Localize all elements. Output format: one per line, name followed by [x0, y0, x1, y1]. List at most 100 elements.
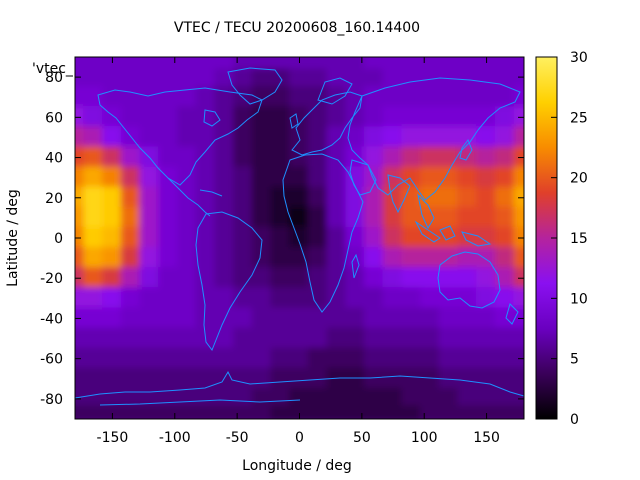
heatmap-cell [401, 186, 423, 209]
heatmap-cell [345, 226, 366, 250]
heatmap-cell [195, 86, 217, 109]
x-axis-ticks: -150 -100 -50 0 50 100 150 [97, 57, 500, 446]
heatmap-cell [289, 166, 310, 189]
heatmap-cell [363, 206, 385, 229]
heatmap-cell [102, 247, 123, 270]
heatmap-cell [289, 226, 310, 250]
heatmap-cell [139, 226, 161, 250]
coastline-africa [282, 153, 364, 313]
heatmap-cell [120, 267, 142, 290]
heatmap-cell [251, 307, 273, 330]
heatmap-cell [83, 387, 105, 408]
heatmap-cell [83, 206, 105, 229]
heatmap-cell [307, 367, 329, 390]
heatmap-cell [363, 247, 385, 270]
coastline-arabia [349, 159, 377, 196]
heatmap-cell [176, 387, 198, 408]
heatmap-cell [438, 57, 460, 71]
y-tick-label: -80 [40, 392, 63, 408]
heatmap-cell [494, 226, 516, 250]
heatmap-cell [401, 405, 423, 419]
heatmap-cell [251, 106, 273, 129]
coastline-indonesia-east [439, 225, 456, 241]
heatmap-cell [476, 126, 497, 149]
heatmap-cell [438, 267, 460, 290]
heatmap-cell [158, 57, 179, 71]
heatmap-cell [75, 166, 86, 189]
heatmap-cell [382, 86, 404, 109]
x-tick-label: -50 [226, 430, 249, 446]
heatmap-cell [438, 387, 460, 408]
heatmap-cell [251, 126, 273, 149]
heatmap-cell [251, 166, 273, 189]
x-tick-label: -150 [97, 430, 129, 446]
coastline-india [387, 174, 411, 214]
heatmap-cell [401, 307, 423, 330]
heatmap-cell [401, 206, 423, 229]
heatmap-cell [102, 166, 123, 189]
heatmap-cell [494, 387, 516, 408]
heatmap-cell [251, 206, 273, 229]
heatmap-cell [120, 247, 142, 270]
heatmap-cell [401, 106, 423, 129]
heatmap-cell [233, 387, 254, 408]
heatmap-cell [158, 206, 179, 229]
heatmap-cell [420, 226, 441, 250]
heatmap-cell [139, 267, 161, 290]
heatmap-cell [214, 387, 236, 408]
coastline-scandinavia [317, 77, 353, 105]
heatmap-cell [214, 146, 236, 169]
heatmap-cell [382, 226, 404, 250]
y-tick-label: 60 [45, 110, 63, 126]
heatmap-cell [476, 86, 497, 109]
heatmap-cell [307, 327, 329, 350]
heatmap-cell [326, 367, 348, 390]
coastline-new-guinea [461, 231, 492, 247]
heatmap-cell [214, 367, 236, 390]
heatmap-cell [120, 367, 142, 390]
heatmap-cell [363, 405, 385, 419]
heatmap-cell [363, 347, 385, 370]
x-tick-label: -100 [159, 430, 191, 446]
heatmap-cell [251, 267, 273, 290]
heatmap-cell [83, 126, 105, 149]
heatmap-cell [438, 186, 460, 209]
heatmap-cell [139, 166, 161, 189]
heatmap-cell [401, 247, 423, 270]
colorbar: 0 5 10 15 20 25 30 [535, 50, 588, 428]
y-tick-label: 0 [54, 231, 63, 247]
heatmap-cell [345, 405, 366, 419]
x-tick-label: 0 [295, 430, 304, 446]
heatmap-cell [382, 247, 404, 270]
heatmap-cell [476, 68, 497, 89]
colorbar-tick-label: 30 [570, 50, 588, 66]
heatmap-cell [494, 106, 516, 129]
heatmap-cell [214, 267, 236, 290]
heatmap-cell [75, 126, 86, 149]
chart-title: VTEC / TECU 20200608_160.14400 [174, 20, 420, 36]
heatmap-cell [401, 387, 423, 408]
heatmap-cell [494, 146, 516, 169]
heatmap-cell [139, 327, 161, 350]
heatmap-cell [326, 327, 348, 350]
heatmap-cell [345, 327, 366, 350]
heatmap-cell [420, 367, 441, 390]
heatmap-cell [83, 287, 105, 310]
heatmap-cell [139, 68, 161, 89]
colorbar-tick-label: 10 [570, 291, 588, 307]
heatmap-cell [289, 405, 310, 419]
heatmap-cell [195, 307, 217, 330]
heatmap-cell [457, 267, 479, 290]
coastline-madagascar [351, 253, 360, 279]
heatmap-cell [289, 387, 310, 408]
x-axis-label: Longitude / deg [242, 458, 352, 474]
heatmap-cell [83, 367, 105, 390]
heatmap-cell [120, 146, 142, 169]
heatmap-cell [139, 347, 161, 370]
heatmap-cell [494, 206, 516, 229]
heatmap-cell [307, 226, 329, 250]
heatmap-cell [251, 57, 273, 71]
heatmap-cell [83, 106, 105, 129]
heatmap-cell [195, 405, 217, 419]
heatmap-cell [75, 327, 86, 350]
